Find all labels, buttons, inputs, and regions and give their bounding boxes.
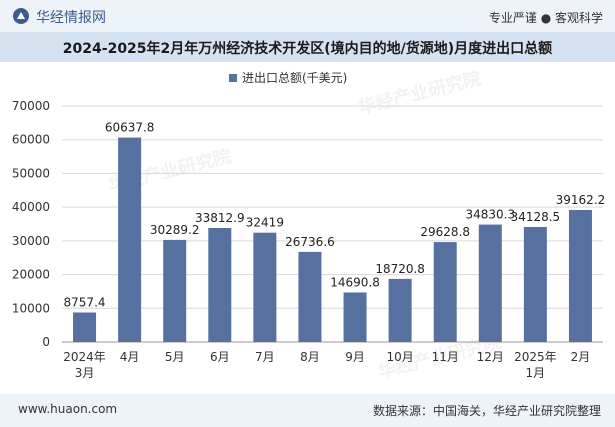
data-label: 34128.5: [511, 210, 561, 224]
data-label: 8757.4: [64, 295, 106, 309]
legend-label: 进出口总额(千美元): [242, 71, 347, 85]
x-tick-label: 2025年: [514, 350, 557, 364]
y-tick-label: 60000: [12, 133, 50, 147]
x-tick-label: 12月: [477, 350, 504, 364]
y-tick-label: 20000: [12, 268, 50, 282]
y-tick-label: 70000: [12, 99, 50, 113]
bar-chart: 华经产业研究院华经产业研究院华经产业研究院0100002000030000400…: [12, 67, 606, 383]
bar: [118, 137, 142, 342]
chart-title: 2024-2025年2月年万州经济技术开发区(境内目的地/货源地)月度进出口总额: [62, 41, 553, 57]
y-tick-label: 30000: [12, 234, 50, 248]
data-label: 39162.2: [556, 193, 606, 207]
tagline: 专业严谨 ● 客观科学: [488, 11, 603, 25]
x-tick-label: 11月: [432, 350, 459, 364]
bar: [298, 251, 322, 342]
top-banner: 华经情报网 专业严谨 ● 客观科学: [0, 0, 615, 32]
data-source: 数据来源：中国海关，华经产业研究院整理: [372, 404, 601, 418]
x-tick-label: 9月: [345, 350, 365, 364]
x-tick-label: 2024年: [63, 350, 106, 364]
bar: [208, 228, 232, 342]
bar: [568, 209, 592, 342]
x-tick-label: 10月: [386, 350, 413, 364]
y-tick-label: 0: [42, 335, 50, 349]
data-label: 30289.2: [150, 223, 200, 237]
x-tick-label: 1月: [526, 366, 546, 380]
bar: [433, 242, 457, 342]
y-tick-label: 10000: [12, 301, 50, 315]
x-tick-label: 4月: [120, 350, 140, 364]
data-label: 18720.8: [375, 262, 425, 276]
data-label: 60637.8: [105, 121, 155, 135]
data-label: 26736.6: [285, 235, 335, 249]
bar: [343, 292, 367, 342]
x-tick-label: 7月: [255, 350, 275, 364]
bar: [163, 239, 187, 342]
y-tick-label: 40000: [12, 200, 50, 214]
bar: [253, 232, 277, 342]
data-label: 29628.8: [420, 225, 470, 239]
data-label: 32419: [246, 216, 284, 230]
huajing-logo-icon: [13, 8, 29, 24]
y-tick-label: 50000: [12, 166, 50, 180]
watermark-text: 华经产业研究院: [356, 67, 484, 119]
x-tick-label: 6月: [210, 350, 230, 364]
bar: [478, 224, 502, 342]
x-tick-label: 3月: [75, 366, 95, 380]
title-bar: 2024-2025年2月年万州经济技术开发区(境内目的地/货源地)月度进出口总额: [0, 32, 615, 62]
data-label: 34830.3: [465, 208, 515, 222]
x-tick-label: 5月: [165, 350, 185, 364]
data-label: 33812.9: [195, 211, 245, 225]
legend-swatch: [229, 74, 237, 82]
x-tick-label: 2月: [571, 350, 591, 364]
footer: www.huaon.com 数据来源：中国海关，华经产业研究院整理: [0, 394, 615, 427]
bar: [523, 226, 547, 342]
x-tick-label: 8月: [300, 350, 320, 364]
brand-name: 华经情报网: [36, 10, 106, 26]
bar: [388, 278, 412, 342]
bar: [73, 312, 97, 342]
website-link[interactable]: www.huaon.com: [18, 402, 118, 416]
data-label: 14690.8: [330, 275, 380, 289]
